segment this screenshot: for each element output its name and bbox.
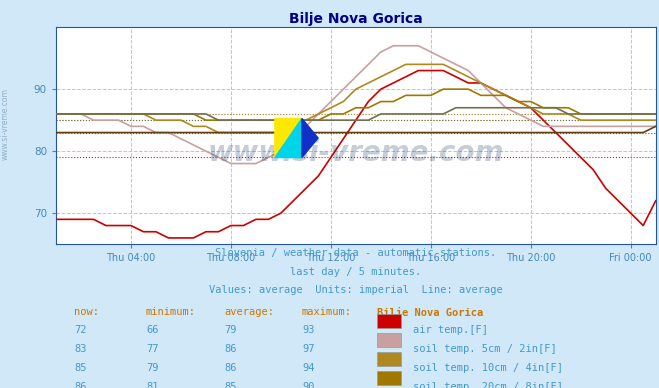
- Text: www.si-vreme.com: www.si-vreme.com: [1, 88, 10, 160]
- Polygon shape: [275, 118, 302, 158]
- Polygon shape: [275, 118, 302, 158]
- Text: 93: 93: [302, 326, 314, 336]
- Title: Bilje Nova Gorica: Bilje Nova Gorica: [289, 12, 422, 26]
- Text: 85: 85: [74, 363, 86, 373]
- Text: www.si-vreme.com: www.si-vreme.com: [208, 139, 504, 167]
- Text: Slovenia / weather data - automatic stations.: Slovenia / weather data - automatic stat…: [215, 248, 496, 258]
- Text: now:: now:: [74, 307, 99, 317]
- Text: last day / 5 minutes.: last day / 5 minutes.: [290, 267, 422, 277]
- Text: maximum:: maximum:: [302, 307, 352, 317]
- Text: 86: 86: [74, 382, 86, 388]
- Text: 83: 83: [74, 345, 86, 354]
- Text: minimum:: minimum:: [146, 307, 196, 317]
- Text: 97: 97: [302, 345, 314, 354]
- Text: soil temp. 20cm / 8in[F]: soil temp. 20cm / 8in[F]: [413, 382, 563, 388]
- FancyBboxPatch shape: [377, 314, 401, 328]
- Text: 86: 86: [224, 363, 237, 373]
- FancyBboxPatch shape: [377, 352, 401, 366]
- FancyBboxPatch shape: [377, 371, 401, 385]
- Text: 77: 77: [146, 345, 158, 354]
- Text: soil temp. 5cm / 2in[F]: soil temp. 5cm / 2in[F]: [413, 345, 557, 354]
- Text: 79: 79: [224, 326, 237, 336]
- Text: 85: 85: [224, 382, 237, 388]
- Text: 66: 66: [146, 326, 158, 336]
- Text: 86: 86: [224, 345, 237, 354]
- Text: Bilje Nova Gorica: Bilje Nova Gorica: [377, 307, 483, 318]
- Text: air temp.[F]: air temp.[F]: [413, 326, 488, 336]
- Text: 79: 79: [146, 363, 158, 373]
- FancyBboxPatch shape: [377, 333, 401, 347]
- Text: average:: average:: [224, 307, 274, 317]
- Text: 72: 72: [74, 326, 86, 336]
- Text: 81: 81: [146, 382, 158, 388]
- Text: 94: 94: [302, 363, 314, 373]
- Text: 90: 90: [302, 382, 314, 388]
- Text: Values: average  Units: imperial  Line: average: Values: average Units: imperial Line: av…: [209, 285, 503, 295]
- Polygon shape: [302, 118, 318, 158]
- Text: soil temp. 10cm / 4in[F]: soil temp. 10cm / 4in[F]: [413, 363, 563, 373]
